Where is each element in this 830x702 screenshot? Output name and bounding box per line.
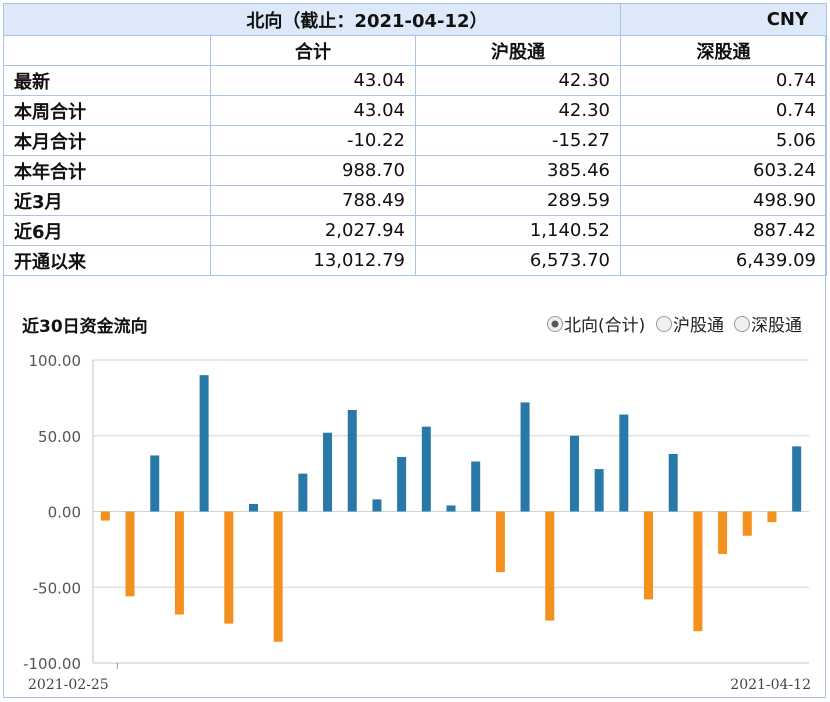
- bar[interactable]: [545, 511, 555, 621]
- cell-shanghai: 289.59: [415, 185, 621, 216]
- legend-option-shanghai[interactable]: 沪股通: [656, 316, 725, 336]
- cell-shenzhen: 6,439.09: [620, 245, 827, 276]
- x-axis-start-label: 2021-02-25: [28, 677, 109, 693]
- table-row-year: 本年合计 988.70 385.46 603.24: [3, 155, 827, 186]
- cell-total: 788.49: [210, 185, 416, 216]
- column-header-shanghai: 沪股通: [415, 35, 621, 66]
- row-label: 本周合计: [3, 95, 211, 126]
- legend-option-north[interactable]: 北向(合计): [547, 316, 646, 336]
- row-label: 本年合计: [3, 155, 211, 186]
- legend-option-shenzhen[interactable]: 深股通: [734, 316, 803, 336]
- y-tick-label: -50.00: [33, 579, 81, 597]
- cell-total: -10.22: [210, 125, 416, 156]
- row-label: 最新: [3, 65, 211, 96]
- cell-shanghai: 385.46: [415, 155, 621, 186]
- bar[interactable]: [174, 511, 184, 615]
- bar[interactable]: [792, 446, 802, 512]
- bar[interactable]: [644, 511, 654, 600]
- cell-shanghai: -15.27: [415, 125, 621, 156]
- bar[interactable]: [520, 402, 530, 512]
- cell-total: 988.70: [210, 155, 416, 186]
- currency-label: CNY: [620, 3, 827, 36]
- bar[interactable]: [693, 511, 703, 632]
- bar[interactable]: [668, 453, 678, 512]
- cell-shenzhen: 5.06: [620, 125, 827, 156]
- bar[interactable]: [323, 432, 333, 512]
- bar[interactable]: [718, 511, 728, 554]
- column-header-shenzhen: 深股通: [620, 35, 827, 66]
- fund-flow-chart: 近30日资金流向 北向(合计) 沪股通 深股通 100.00 50.00 0.00 -…: [22, 316, 811, 693]
- table-title: 北向（截止：2021-04-12）: [3, 3, 621, 36]
- bar[interactable]: [742, 511, 752, 536]
- table-row-month: 本月合计 -10.22 -15.27 5.06: [3, 125, 827, 156]
- bar[interactable]: [224, 511, 234, 624]
- x-axis-end-label: 2021-04-12: [730, 677, 811, 693]
- chart-bars: [100, 375, 802, 642]
- row-label: 开通以来: [3, 245, 211, 276]
- chart-title: 近30日资金流向: [22, 316, 148, 337]
- bar[interactable]: [594, 469, 604, 512]
- series-legend: 北向(合计) 沪股通 深股通: [547, 316, 803, 336]
- bar[interactable]: [298, 473, 308, 512]
- y-tick-label: 100.00: [29, 352, 82, 370]
- legend-label-north[interactable]: 北向(合计): [564, 316, 645, 336]
- table-row-6m: 近6月 2,027.94 1,140.52 887.42: [3, 215, 827, 246]
- cell-total: 2,027.94: [210, 215, 416, 246]
- cell-total: 13,012.79: [210, 245, 416, 276]
- cell-total: 43.04: [210, 95, 416, 126]
- bar[interactable]: [767, 511, 777, 523]
- table-row-since-open: 开通以来 13,012.79 6,573.70 6,439.09: [3, 245, 827, 276]
- bar[interactable]: [446, 505, 456, 512]
- column-header-row: 合计 沪股通 深股通: [3, 35, 827, 66]
- radio-selected-dot-icon: [551, 320, 559, 328]
- cell-shanghai: 6,573.70: [415, 245, 621, 276]
- bar[interactable]: [372, 499, 382, 512]
- legend-label-shenzhen[interactable]: 深股通: [751, 316, 802, 336]
- y-tick-label: 0.00: [48, 504, 81, 522]
- bar[interactable]: [273, 511, 283, 642]
- cell-shenzhen: 603.24: [620, 155, 827, 186]
- bar[interactable]: [347, 409, 357, 512]
- bar[interactable]: [471, 461, 481, 512]
- bar[interactable]: [569, 435, 579, 512]
- northbound-summary-table: 北向（截止：2021-04-12） CNY 合计 沪股通 深股通 最新 43.0…: [3, 3, 827, 276]
- bar[interactable]: [619, 414, 629, 512]
- bar[interactable]: [100, 511, 110, 521]
- cell-shenzhen: 0.74: [620, 65, 827, 96]
- bar[interactable]: [150, 455, 160, 512]
- y-tick-label: 50.00: [38, 428, 81, 446]
- radio-shanghai-icon[interactable]: [656, 316, 672, 332]
- column-header-total: 合计: [210, 35, 416, 66]
- radio-shenzhen-icon[interactable]: [734, 316, 750, 332]
- table-row-3m: 近3月 788.49 289.59 498.90: [3, 185, 827, 216]
- row-label: 近6月: [3, 215, 211, 246]
- header-blank-cell: [3, 35, 211, 66]
- bar[interactable]: [248, 503, 258, 512]
- row-label: 本月合计: [3, 125, 211, 156]
- table-row-week: 本周合计 43.04 42.30 0.74: [3, 95, 827, 126]
- table-title-row: 北向（截止：2021-04-12） CNY: [3, 3, 827, 36]
- cell-shanghai: 42.30: [415, 65, 621, 96]
- y-axis-tick-labels: 100.00 50.00 0.00 -50.00 -100.00: [23, 352, 81, 673]
- row-label: 近3月: [3, 185, 211, 216]
- y-tick-label: -100.00: [23, 655, 81, 673]
- cell-shenzhen: 887.42: [620, 215, 827, 246]
- legend-label-shanghai[interactable]: 沪股通: [673, 316, 724, 336]
- bar[interactable]: [495, 511, 505, 573]
- bar[interactable]: [397, 456, 407, 512]
- cell-shanghai: 42.30: [415, 95, 621, 126]
- bar[interactable]: [125, 511, 135, 597]
- cell-shenzhen: 498.90: [620, 185, 827, 216]
- table-row-latest: 最新 43.04 42.30 0.74: [3, 65, 827, 96]
- cell-shanghai: 1,140.52: [415, 215, 621, 246]
- bar[interactable]: [421, 426, 431, 512]
- cell-total: 43.04: [210, 65, 416, 96]
- bar[interactable]: [199, 375, 209, 512]
- cell-shenzhen: 0.74: [620, 95, 827, 126]
